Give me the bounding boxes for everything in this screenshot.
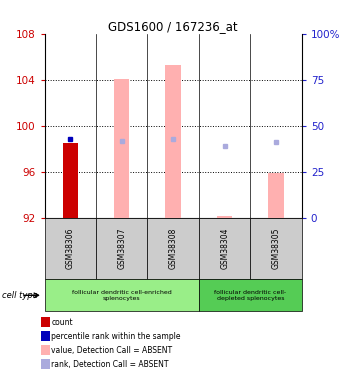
- Text: GSM38304: GSM38304: [220, 228, 229, 269]
- Title: GDS1600 / 167236_at: GDS1600 / 167236_at: [108, 20, 238, 33]
- Text: cell type: cell type: [2, 291, 38, 300]
- Text: follicular dendritic cell-enriched
splenocytes: follicular dendritic cell-enriched splen…: [72, 290, 172, 301]
- Text: count: count: [51, 318, 73, 327]
- Text: percentile rank within the sample: percentile rank within the sample: [51, 332, 181, 340]
- Bar: [217, 216, 233, 217]
- Bar: [165, 65, 181, 218]
- Text: GSM38305: GSM38305: [272, 228, 281, 269]
- Text: value, Detection Call = ABSENT: value, Detection Call = ABSENT: [51, 346, 173, 355]
- Bar: [62, 143, 78, 218]
- Text: follicular dendritic cell-
depleted splenocytes: follicular dendritic cell- depleted sple…: [214, 290, 286, 301]
- Bar: [114, 78, 129, 218]
- Text: rank, Detection Call = ABSENT: rank, Detection Call = ABSENT: [51, 360, 169, 369]
- Text: GSM38308: GSM38308: [169, 228, 178, 269]
- Bar: [269, 173, 284, 217]
- Text: GSM38306: GSM38306: [66, 228, 75, 269]
- Text: GSM38307: GSM38307: [117, 228, 126, 269]
